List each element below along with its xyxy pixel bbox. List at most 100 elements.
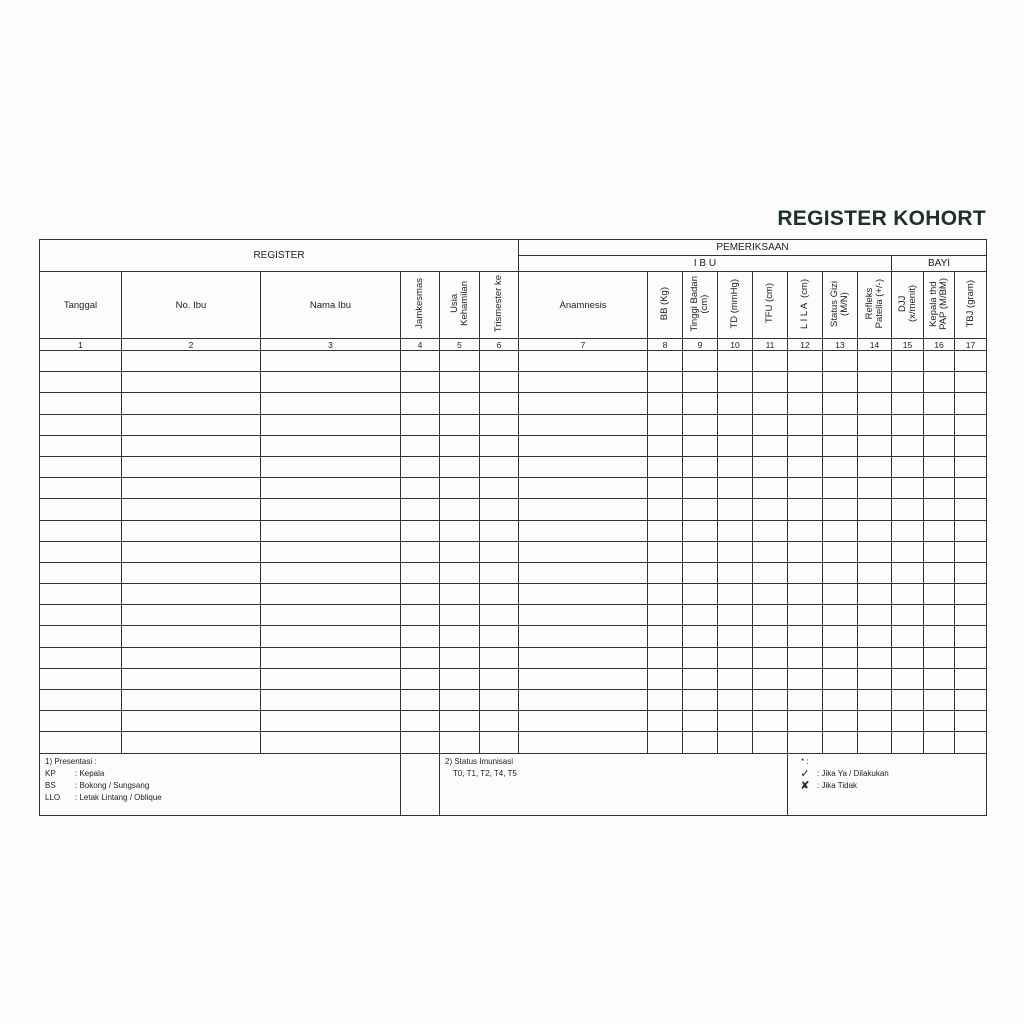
table-cell[interactable] [400, 710, 440, 733]
table-cell[interactable] [787, 667, 823, 691]
table-cell[interactable] [682, 710, 718, 733]
table-cell[interactable] [439, 540, 480, 563]
table-cell[interactable] [518, 498, 648, 521]
table-cell[interactable] [260, 583, 401, 606]
table-cell[interactable] [923, 625, 955, 648]
table-cell[interactable] [891, 455, 924, 479]
table-cell[interactable] [400, 519, 440, 542]
table-cell[interactable] [400, 455, 440, 479]
table-cell[interactable] [891, 604, 924, 627]
table-cell[interactable] [891, 710, 924, 733]
table-cell[interactable] [717, 413, 753, 436]
table-cell[interactable] [822, 604, 858, 627]
table-cell[interactable] [787, 688, 823, 712]
table-cell[interactable] [121, 392, 261, 415]
table-cell[interactable] [787, 731, 823, 754]
table-cell[interactable] [121, 731, 261, 754]
table-cell[interactable] [682, 349, 718, 373]
table-cell[interactable] [891, 646, 924, 669]
table-cell[interactable] [260, 540, 401, 563]
table-cell[interactable] [121, 667, 261, 691]
table-cell[interactable] [121, 688, 261, 712]
table-cell[interactable] [752, 625, 788, 648]
table-cell[interactable] [752, 604, 788, 627]
table-cell[interactable] [717, 583, 753, 606]
table-cell[interactable] [787, 371, 823, 394]
table-cell[interactable] [857, 392, 892, 415]
table-cell[interactable] [822, 561, 858, 585]
table-cell[interactable] [717, 667, 753, 691]
table-cell[interactable] [822, 583, 858, 606]
table-cell[interactable] [647, 413, 683, 436]
table-cell[interactable] [923, 498, 955, 521]
table-cell[interactable] [479, 477, 519, 500]
table-cell[interactable] [822, 625, 858, 648]
table-cell[interactable] [39, 710, 122, 733]
table-cell[interactable] [822, 349, 858, 373]
table-cell[interactable] [518, 434, 648, 457]
table-cell[interactable] [39, 731, 122, 754]
table-cell[interactable] [647, 477, 683, 500]
table-cell[interactable] [953, 625, 988, 648]
table-cell[interactable] [857, 371, 892, 394]
table-cell[interactable] [787, 434, 823, 457]
table-cell[interactable] [752, 434, 788, 457]
table-cell[interactable] [717, 561, 753, 585]
table-cell[interactable] [857, 625, 892, 648]
table-cell[interactable] [260, 646, 401, 669]
table-cell[interactable] [518, 392, 648, 415]
table-cell[interactable] [647, 688, 683, 712]
table-cell[interactable] [121, 371, 261, 394]
table-cell[interactable] [400, 561, 440, 585]
table-cell[interactable] [822, 688, 858, 712]
table-cell[interactable] [923, 392, 955, 415]
table-cell[interactable] [857, 561, 892, 585]
table-cell[interactable] [439, 688, 480, 712]
table-cell[interactable] [682, 413, 718, 436]
table-cell[interactable] [479, 688, 519, 712]
table-cell[interactable] [891, 540, 924, 563]
table-cell[interactable] [717, 688, 753, 712]
table-cell[interactable] [121, 583, 261, 606]
table-cell[interactable] [752, 561, 788, 585]
table-cell[interactable] [479, 583, 519, 606]
table-cell[interactable] [682, 561, 718, 585]
table-cell[interactable] [953, 561, 988, 585]
table-cell[interactable] [953, 434, 988, 457]
table-cell[interactable] [857, 455, 892, 479]
table-cell[interactable] [822, 710, 858, 733]
table-cell[interactable] [822, 434, 858, 457]
table-cell[interactable] [752, 477, 788, 500]
table-cell[interactable] [923, 434, 955, 457]
table-cell[interactable] [752, 392, 788, 415]
table-cell[interactable] [518, 561, 648, 585]
table-cell[interactable] [400, 540, 440, 563]
table-cell[interactable] [39, 667, 122, 691]
table-cell[interactable] [121, 625, 261, 648]
table-cell[interactable] [787, 498, 823, 521]
table-cell[interactable] [682, 583, 718, 606]
table-cell[interactable] [953, 710, 988, 733]
table-cell[interactable] [439, 371, 480, 394]
table-cell[interactable] [953, 413, 988, 436]
table-cell[interactable] [647, 540, 683, 563]
table-cell[interactable] [953, 540, 988, 563]
table-cell[interactable] [857, 498, 892, 521]
table-cell[interactable] [822, 498, 858, 521]
table-cell[interactable] [953, 667, 988, 691]
table-cell[interactable] [121, 477, 261, 500]
table-cell[interactable] [400, 667, 440, 691]
table-cell[interactable] [121, 413, 261, 436]
table-cell[interactable] [647, 583, 683, 606]
table-cell[interactable] [647, 349, 683, 373]
table-cell[interactable] [439, 561, 480, 585]
table-cell[interactable] [923, 540, 955, 563]
table-cell[interactable] [682, 434, 718, 457]
table-cell[interactable] [787, 540, 823, 563]
table-cell[interactable] [260, 392, 401, 415]
table-cell[interactable] [717, 498, 753, 521]
table-cell[interactable] [717, 477, 753, 500]
table-cell[interactable] [39, 583, 122, 606]
table-cell[interactable] [121, 349, 261, 373]
table-cell[interactable] [752, 646, 788, 669]
